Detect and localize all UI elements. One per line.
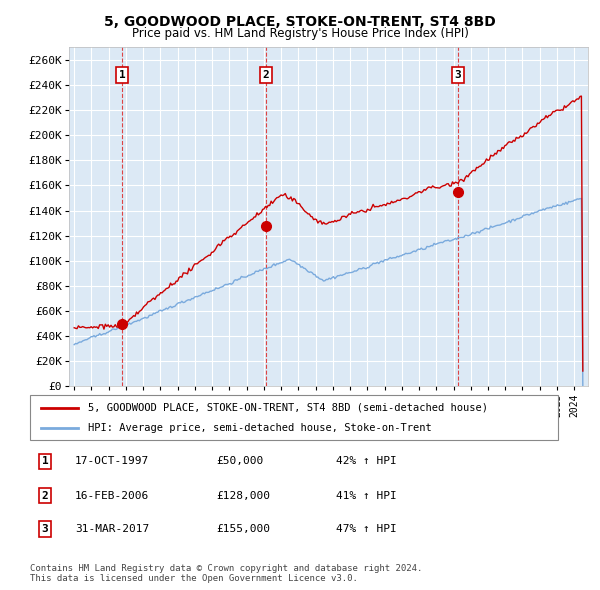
Text: 1: 1 [119,70,125,80]
Text: 41% ↑ HPI: 41% ↑ HPI [336,491,397,500]
Text: 3: 3 [41,525,49,534]
Text: 16-FEB-2006: 16-FEB-2006 [75,491,149,500]
Text: 5, GOODWOOD PLACE, STOKE-ON-TRENT, ST4 8BD: 5, GOODWOOD PLACE, STOKE-ON-TRENT, ST4 8… [104,15,496,29]
Text: £50,000: £50,000 [216,457,263,466]
Text: 2: 2 [41,491,49,500]
Text: HPI: Average price, semi-detached house, Stoke-on-Trent: HPI: Average price, semi-detached house,… [88,424,432,434]
Text: 5, GOODWOOD PLACE, STOKE-ON-TRENT, ST4 8BD (semi-detached house): 5, GOODWOOD PLACE, STOKE-ON-TRENT, ST4 8… [88,403,488,412]
Text: Contains HM Land Registry data © Crown copyright and database right 2024.
This d: Contains HM Land Registry data © Crown c… [30,563,422,583]
Text: 42% ↑ HPI: 42% ↑ HPI [336,457,397,466]
Text: 17-OCT-1997: 17-OCT-1997 [75,457,149,466]
Text: £155,000: £155,000 [216,525,270,534]
FancyBboxPatch shape [30,395,558,440]
Text: 1: 1 [41,457,49,466]
Text: 2: 2 [263,70,269,80]
Text: Price paid vs. HM Land Registry's House Price Index (HPI): Price paid vs. HM Land Registry's House … [131,27,469,40]
Text: 3: 3 [454,70,461,80]
Text: £128,000: £128,000 [216,491,270,500]
Text: 47% ↑ HPI: 47% ↑ HPI [336,525,397,534]
Text: 31-MAR-2017: 31-MAR-2017 [75,525,149,534]
